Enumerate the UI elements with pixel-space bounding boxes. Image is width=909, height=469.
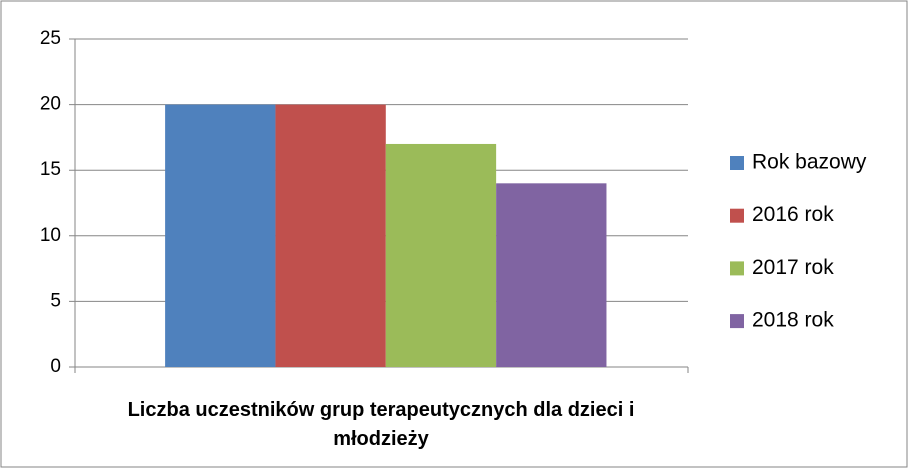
- y-tick-label: 5: [50, 290, 61, 311]
- legend-swatch: [730, 314, 744, 329]
- bar: [165, 104, 276, 367]
- legend-label: 2017 rok: [752, 256, 834, 279]
- y-tick-label: 15: [40, 159, 61, 180]
- legend-label: 2016 rok: [752, 203, 834, 226]
- legend-swatch: [730, 208, 744, 223]
- x-category-label: Liczba uczestników grup terapeutycznych …: [128, 399, 635, 450]
- y-tick-label: 25: [40, 28, 61, 49]
- bar: [496, 183, 607, 367]
- y-tick-label: 0: [50, 356, 61, 377]
- legend-swatch: [730, 156, 744, 170]
- legend-label: 2018 rok: [752, 309, 834, 332]
- legend-label: Rok bazowy: [752, 151, 867, 174]
- y-tick-label: 10: [40, 225, 61, 246]
- bar: [275, 104, 386, 367]
- legend-swatch: [730, 261, 744, 276]
- y-tick-label: 20: [40, 94, 61, 115]
- bar: [385, 143, 497, 367]
